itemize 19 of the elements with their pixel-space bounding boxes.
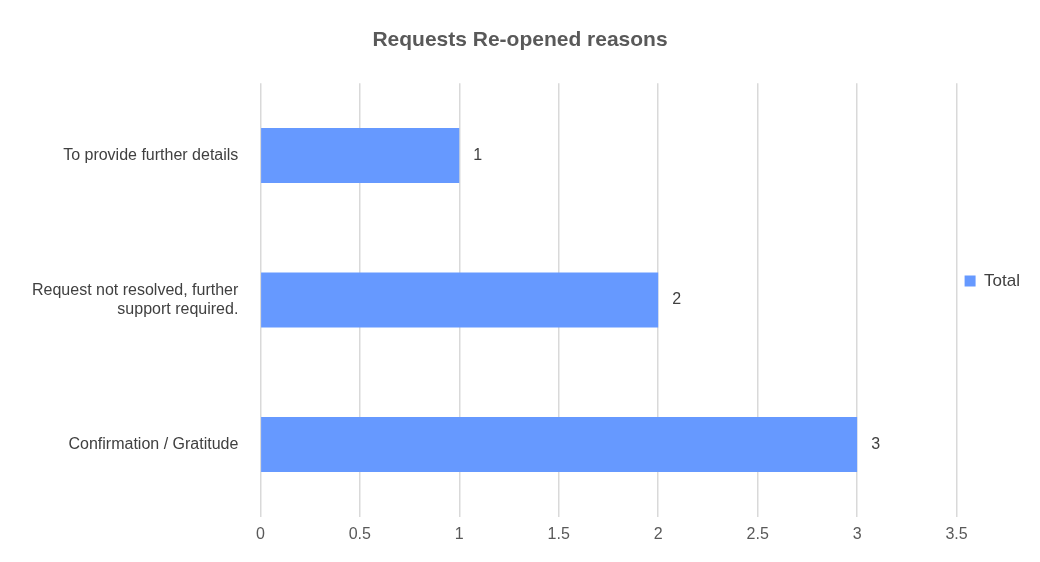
- x-tick-label: 2: [653, 524, 663, 542]
- data-label: 2: [672, 290, 682, 308]
- bar: [261, 128, 460, 183]
- data-label: 1: [473, 145, 483, 163]
- y-tick-label: Confirmation / Gratitude: [68, 434, 239, 452]
- legend-label: Total: [984, 270, 1021, 290]
- x-tick-label: 3: [852, 524, 862, 542]
- y-tick-label: Request not resolved, further support required.: [31, 280, 239, 318]
- x-tick-label: 2.5: [746, 524, 769, 542]
- chart-title: Requests Re-opened reasons: [372, 27, 668, 51]
- x-tick-label: 0: [255, 524, 265, 542]
- bar: [261, 417, 858, 472]
- bar: [261, 272, 659, 328]
- x-tick-label: 1: [454, 524, 464, 542]
- x-tick-label: 3.5: [945, 524, 968, 542]
- y-tick-label: To provide further details: [63, 145, 239, 163]
- data-label: 3: [871, 434, 881, 452]
- x-tick-label: 1.5: [547, 524, 570, 542]
- x-tick-label: 0.5: [348, 524, 372, 542]
